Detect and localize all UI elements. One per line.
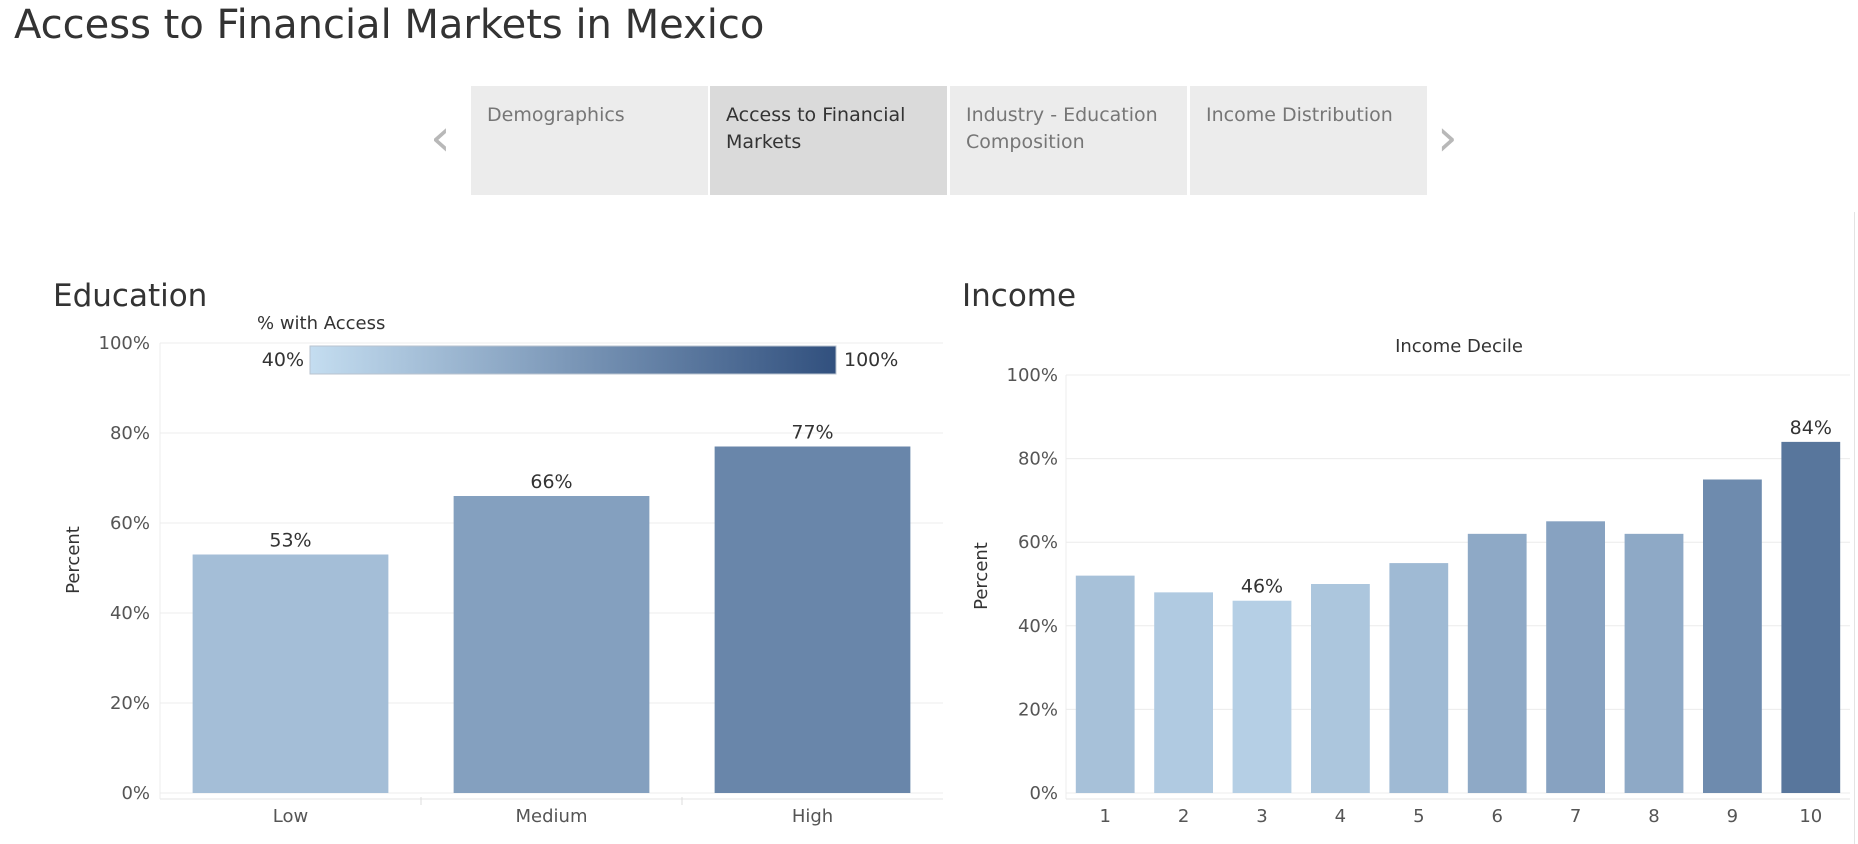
legend-max-label: 100%	[844, 349, 898, 371]
education-y-ticks: 0% 20% 40% 60% 80% 100%	[99, 333, 150, 804]
inc-x-tick-label: 6	[1491, 806, 1502, 827]
inc-y-tick-label: 100%	[1007, 365, 1058, 386]
inc-bar[interactable]	[1703, 479, 1762, 794]
edu-data-label: 66%	[530, 471, 572, 493]
edu-y-tick-label: 20%	[110, 693, 150, 714]
inc-y-tick-label: 60%	[1018, 532, 1058, 553]
edu-data-label: 77%	[791, 422, 833, 444]
edu-bar[interactable]	[714, 446, 911, 794]
edu-y-tick-label: 40%	[110, 603, 150, 624]
inc-x-tick-label: 9	[1727, 806, 1738, 827]
inc-bar[interactable]	[1467, 533, 1527, 793]
inc-x-tick-label: 10	[1799, 806, 1822, 827]
inc-x-tick-label: 4	[1335, 806, 1346, 827]
education-x-ticks: Low Medium High	[273, 797, 833, 827]
inc-bar[interactable]	[1154, 592, 1213, 793]
income-chart-title: Income	[962, 278, 1076, 314]
inc-x-tick-label: 5	[1413, 806, 1424, 827]
inc-y-tick-label: 80%	[1018, 449, 1058, 470]
tab-industry-education-composition[interactable]: Industry - Education Composition	[950, 86, 1187, 195]
inc-bar[interactable]	[1075, 575, 1135, 793]
chevron-right-icon[interactable]: ›	[1437, 108, 1458, 168]
inc-x-tick-label: 1	[1099, 806, 1110, 827]
inc-x-tick-label: 3	[1256, 806, 1267, 827]
inc-bar[interactable]	[1546, 521, 1605, 793]
inc-bar[interactable]	[1624, 533, 1684, 793]
education-y-axis-title: Percent	[63, 526, 84, 594]
tab-income-distribution[interactable]: Income Distribution	[1190, 86, 1427, 195]
education-data-labels: 53% 66% 77%	[269, 422, 833, 552]
education-chart-title: Education	[53, 278, 207, 314]
tab-access-to-financial-markets[interactable]: Access to Financial Markets	[710, 86, 947, 195]
income-bars	[1075, 441, 1841, 794]
edu-x-tick-label: Low	[273, 806, 308, 827]
chevron-left-icon[interactable]: ‹	[430, 108, 451, 168]
inc-bar[interactable]	[1311, 584, 1370, 793]
color-legend: % with Access 40% 100%	[257, 313, 898, 375]
legend-title: % with Access	[257, 313, 385, 334]
page-title: Access to Financial Markets in Mexico	[14, 2, 765, 48]
inc-bar[interactable]	[1232, 600, 1292, 793]
income-decile-header: Income Decile	[1395, 336, 1523, 357]
inc-data-label: 84%	[1790, 417, 1832, 439]
edu-y-tick-label: 0%	[121, 783, 150, 804]
sheet-divider	[1854, 212, 1855, 844]
inc-x-tick-label: 7	[1570, 806, 1581, 827]
inc-bar[interactable]	[1781, 441, 1841, 793]
edu-y-tick-label: 80%	[110, 423, 150, 444]
edu-data-label: 53%	[269, 530, 311, 552]
education-bars	[192, 446, 911, 794]
story-navigator: ‹ Demographics Access to Financial Marke…	[420, 84, 1470, 196]
inc-y-tick-label: 20%	[1018, 699, 1058, 720]
inc-x-tick-label: 8	[1648, 806, 1659, 827]
income-y-axis-title: Percent	[971, 542, 992, 610]
edu-bar[interactable]	[453, 496, 650, 793]
inc-data-label: 46%	[1241, 576, 1283, 598]
edu-x-tick-label: High	[792, 806, 833, 827]
inc-bar[interactable]	[1389, 563, 1449, 793]
inc-y-tick-label: 0%	[1029, 783, 1058, 804]
legend-color-ramp	[309, 345, 837, 375]
income-data-labels: 46% 84%	[1241, 417, 1832, 598]
income-y-ticks: 0% 20% 40% 60% 80% 100%	[1007, 365, 1058, 804]
edu-y-tick-label: 100%	[99, 333, 150, 354]
edu-x-tick-label: Medium	[516, 806, 588, 827]
income-x-ticks: 1 2 3 4 5 6 7 8 9 10	[1099, 806, 1822, 827]
tab-demographics[interactable]: Demographics	[471, 86, 708, 195]
inc-y-tick-label: 40%	[1018, 616, 1058, 637]
inc-x-tick-label: 2	[1178, 806, 1189, 827]
edu-y-tick-label: 60%	[110, 513, 150, 534]
legend-min-label: 40%	[262, 349, 304, 371]
edu-bar[interactable]	[192, 554, 389, 794]
